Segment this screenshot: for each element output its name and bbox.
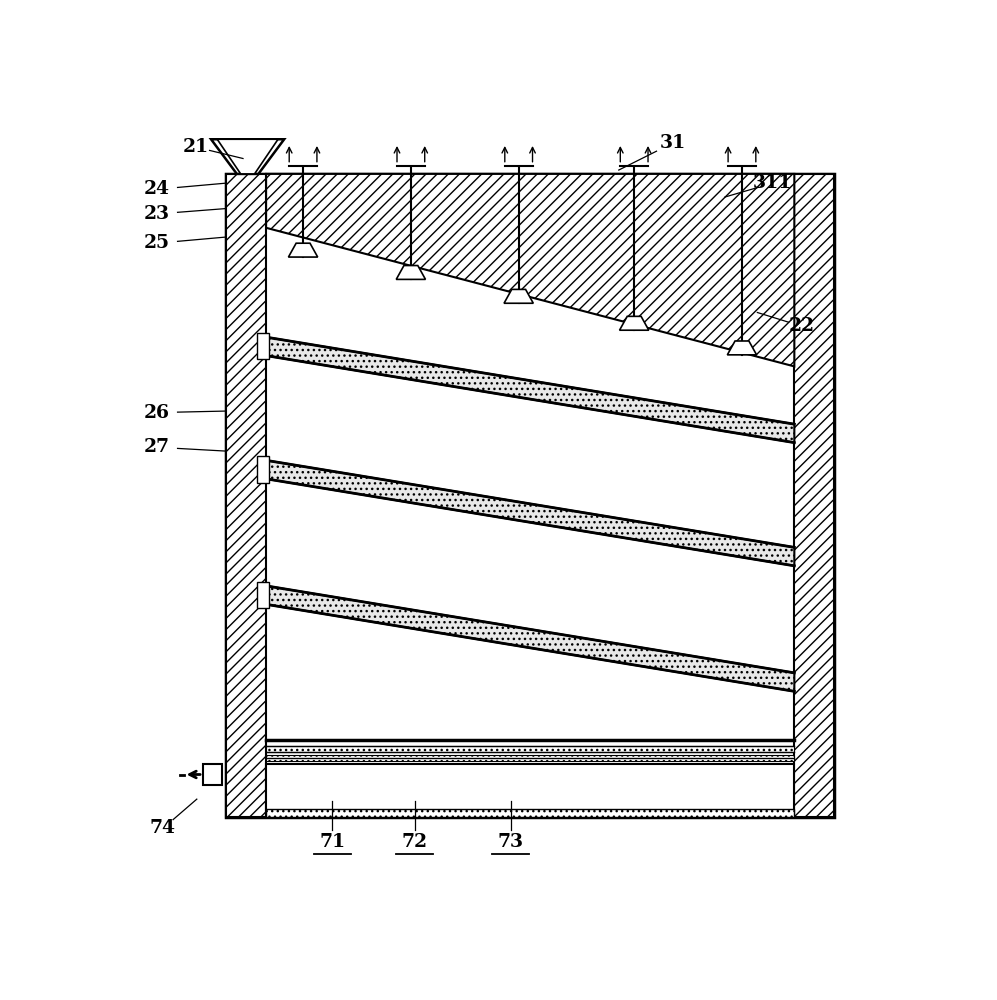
Text: 72: 72	[402, 833, 428, 851]
Bar	[203, 764, 222, 785]
Text: 311: 311	[753, 174, 793, 192]
Polygon shape	[396, 266, 426, 279]
Bar	[795, 174, 834, 817]
Text: 21: 21	[182, 138, 208, 156]
Polygon shape	[217, 139, 278, 174]
Polygon shape	[728, 341, 757, 355]
Bar	[266, 746, 795, 752]
Polygon shape	[266, 174, 795, 366]
Bar	[257, 456, 269, 483]
Bar	[266, 809, 795, 817]
Text: 26: 26	[144, 404, 169, 422]
Text: 31: 31	[660, 134, 686, 152]
Text: 74: 74	[150, 819, 175, 837]
Text: 73: 73	[498, 833, 524, 851]
Bar	[257, 333, 269, 359]
Polygon shape	[619, 316, 649, 330]
Polygon shape	[266, 460, 795, 566]
Text: 24: 24	[144, 180, 169, 198]
Bar	[266, 764, 795, 817]
Polygon shape	[211, 139, 284, 174]
Text: 71: 71	[319, 833, 345, 851]
Polygon shape	[504, 289, 533, 303]
Polygon shape	[266, 337, 795, 443]
Text: 25: 25	[144, 234, 169, 252]
Polygon shape	[266, 586, 795, 691]
Polygon shape	[288, 243, 318, 257]
Bar	[266, 755, 795, 761]
Text: 27: 27	[144, 438, 169, 456]
Bar	[226, 174, 266, 817]
Text: 23: 23	[144, 205, 169, 223]
Bar	[257, 582, 269, 608]
Text: 22: 22	[789, 317, 815, 335]
Bar	[226, 174, 834, 817]
